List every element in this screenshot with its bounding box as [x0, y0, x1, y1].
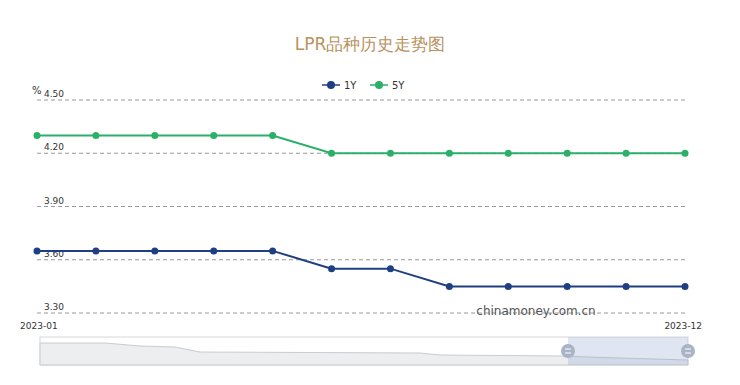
- point: [151, 132, 158, 139]
- chart: LPR品种历史走势图1Y5Y%3.303.603.904.204.502023-…: [0, 0, 740, 385]
- point: [682, 150, 689, 157]
- y-axis-label: %: [32, 85, 42, 96]
- point: [210, 132, 217, 139]
- point: [269, 132, 276, 139]
- y-tick-label: 3.90: [44, 196, 64, 206]
- title: LPR品种历史走势图: [295, 34, 446, 54]
- series-line: [37, 251, 685, 287]
- zoom-handle-grip: [565, 349, 571, 350]
- point: [505, 283, 512, 290]
- point: [210, 247, 217, 254]
- page: {"chart_data": { "type": "line", "title"…: [0, 0, 740, 385]
- point: [92, 132, 99, 139]
- y-tick-label: 4.20: [44, 142, 64, 152]
- legend-label: 5Y: [392, 80, 405, 91]
- x-tick-label: 2023-12: [664, 321, 702, 331]
- point: [682, 283, 689, 290]
- zoom-handle-grip: [685, 353, 691, 354]
- zoom-handle: [681, 344, 695, 358]
- point: [328, 150, 335, 157]
- point: [34, 132, 41, 139]
- zoom-handle-grip: [565, 353, 571, 354]
- grid-line: [37, 206, 685, 207]
- series-line: [37, 136, 685, 154]
- zoom-frame: [40, 337, 688, 365]
- legend: 1Y 5Y: [322, 80, 405, 91]
- point: [564, 283, 571, 290]
- grid-line: [37, 100, 685, 101]
- point: [564, 150, 571, 157]
- point: [34, 247, 41, 254]
- point: [387, 150, 394, 157]
- plot-area: [34, 132, 689, 290]
- point: [151, 247, 158, 254]
- point: [446, 150, 453, 157]
- y-tick-label: 3.30: [44, 302, 64, 312]
- point: [446, 283, 453, 290]
- zoom-handle-grip: [685, 349, 691, 350]
- y-tick-label: 4.50: [44, 89, 64, 99]
- zoom-window: [568, 337, 688, 365]
- x-tick-label: 2023-01: [20, 321, 58, 331]
- point: [269, 247, 276, 254]
- legend-marker: [375, 81, 383, 89]
- point: [505, 150, 512, 157]
- point: [623, 283, 630, 290]
- grid-line: [37, 259, 685, 260]
- zoom-handle: [561, 344, 575, 358]
- legend-label: 1Y: [344, 80, 357, 91]
- data-zoom: [40, 337, 695, 365]
- point: [623, 150, 630, 157]
- point: [328, 265, 335, 272]
- point: [387, 265, 394, 272]
- legend-marker: [327, 81, 335, 89]
- point: [92, 247, 99, 254]
- watermark: chinamoney.com.cn: [476, 304, 595, 318]
